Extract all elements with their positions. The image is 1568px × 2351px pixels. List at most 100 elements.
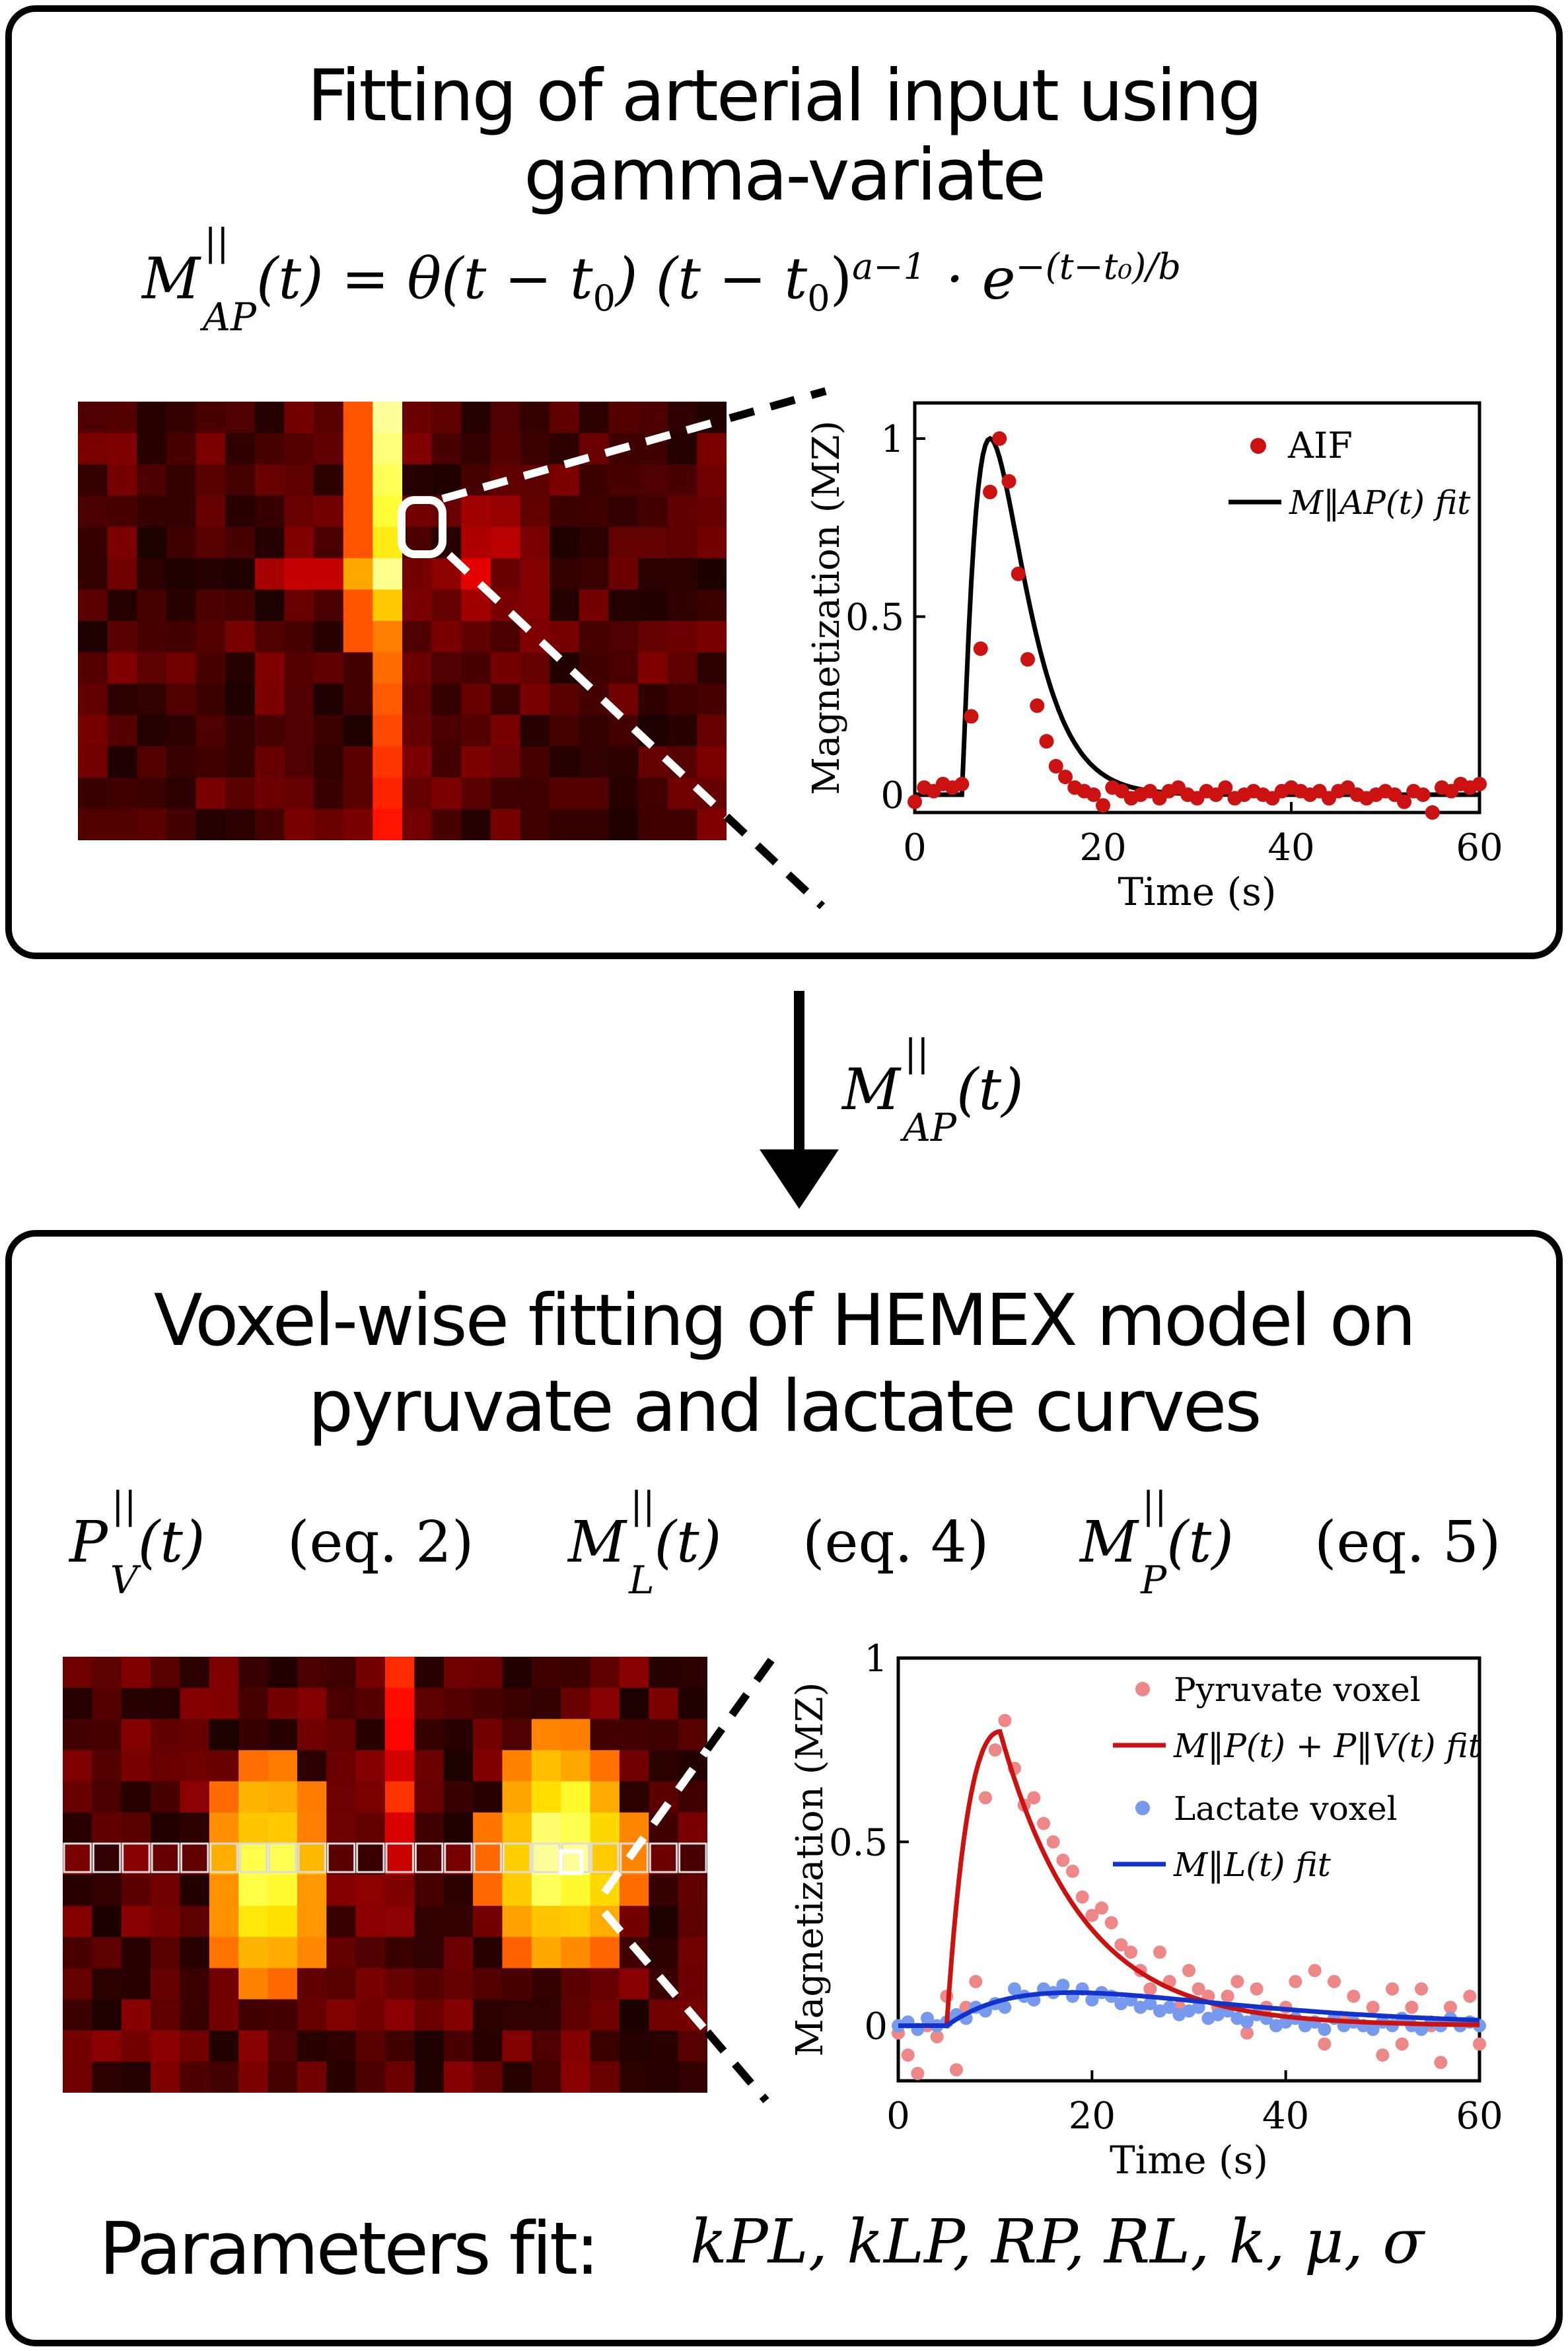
x-axis-label: Time (s) bbox=[1118, 869, 1276, 914]
heatmap-voxel bbox=[355, 2061, 386, 2093]
heatmap-voxel bbox=[78, 809, 108, 840]
heatmap-voxel bbox=[473, 1657, 503, 1688]
heatmap-voxel bbox=[638, 526, 668, 559]
heatmap-voxel bbox=[63, 1781, 92, 1813]
heatmap-voxel bbox=[414, 1906, 445, 1937]
heatmap-voxel bbox=[92, 1999, 122, 2031]
heatmap-voxel bbox=[502, 1937, 532, 1969]
heatmap-voxel bbox=[107, 402, 137, 433]
heatmap-voxel bbox=[561, 1906, 591, 1937]
pyruvate-point bbox=[1386, 1982, 1399, 1996]
heatmap-voxel bbox=[561, 1750, 591, 1782]
heatmap-voxel bbox=[431, 464, 462, 496]
aif-point bbox=[954, 776, 970, 791]
heatmap-voxel bbox=[137, 683, 167, 715]
heatmap-voxel bbox=[697, 558, 727, 591]
heatmap-voxel bbox=[78, 621, 108, 653]
heatmap-voxel bbox=[238, 1906, 269, 1937]
heatmap-voxel bbox=[238, 1968, 269, 2000]
eq-rhs: (t) = θ(t − t bbox=[256, 246, 593, 312]
heatmap-voxel bbox=[297, 1937, 327, 1969]
heatmap-voxel bbox=[180, 1875, 210, 1906]
heatmap-voxel bbox=[355, 1719, 386, 1751]
heatmap-voxel bbox=[166, 621, 197, 653]
heatmap-voxel bbox=[490, 464, 521, 496]
pyruvate-point bbox=[969, 1974, 983, 1988]
voxel-grid-cell bbox=[356, 1842, 385, 1873]
heatmap-voxel bbox=[63, 2061, 92, 2093]
heatmap-voxel bbox=[121, 1781, 151, 1813]
aif-point bbox=[1001, 474, 1016, 489]
heatmap-voxel bbox=[284, 778, 314, 810]
heatmap-voxel bbox=[697, 683, 727, 715]
pyruvate-point bbox=[1250, 1982, 1264, 1996]
heatmap-voxel bbox=[314, 778, 344, 810]
params-list: kPL, kLP, RP, RL, k, μ, σ bbox=[690, 2206, 1425, 2277]
heatmap-voxel bbox=[490, 683, 521, 715]
heatmap-voxel bbox=[550, 778, 580, 810]
heatmap-voxel bbox=[343, 433, 373, 465]
heatmap-voxel bbox=[209, 2061, 239, 2093]
heatmap-voxel bbox=[550, 526, 580, 559]
pyruvate-point bbox=[1240, 2026, 1254, 2040]
heatmap-voxel bbox=[63, 1843, 92, 1875]
heatmap-voxel bbox=[431, 652, 462, 684]
heatmap-voxel bbox=[608, 558, 639, 591]
heatmap-voxel bbox=[619, 1968, 649, 2000]
heatmap-voxel bbox=[107, 558, 137, 591]
heatmap-voxel bbox=[461, 558, 491, 591]
heatmap-voxel bbox=[473, 1719, 503, 1751]
heatmap-voxel bbox=[254, 715, 285, 747]
heatmap-voxel bbox=[238, 1937, 269, 1969]
heatmap-voxel bbox=[238, 1875, 269, 1906]
heatmap-voxel bbox=[151, 1999, 180, 2031]
pyruvate-point bbox=[1434, 2056, 1448, 2070]
bottom-title-line2: pyruvate and lactate curves bbox=[308, 1365, 1262, 1448]
heatmap-voxel bbox=[78, 589, 108, 622]
heatmap-voxel bbox=[531, 1968, 561, 2000]
heatmap-voxel bbox=[166, 715, 197, 747]
flow-arrow bbox=[760, 991, 839, 1209]
heatmap-voxel bbox=[590, 1750, 620, 1782]
heatmap-voxel bbox=[326, 1719, 357, 1751]
heatmap-voxel bbox=[531, 1719, 561, 1751]
heatmap-voxel bbox=[531, 2030, 561, 2062]
heatmap-voxel bbox=[402, 558, 433, 591]
heatmap-voxel bbox=[78, 652, 108, 684]
heatmap-voxel bbox=[196, 495, 226, 528]
heatmap-voxel bbox=[414, 1719, 445, 1751]
heatmap-voxel bbox=[490, 589, 521, 622]
heatmap-voxel bbox=[78, 433, 108, 465]
heatmap-voxel bbox=[443, 1750, 474, 1782]
heatmap-voxel bbox=[414, 1781, 445, 1813]
heatmap-voxel bbox=[196, 464, 226, 496]
legend-pyruvate-label: Pyruvate voxel bbox=[1174, 1671, 1421, 1709]
heatmap-voxel bbox=[284, 621, 314, 653]
heatmap-voxel bbox=[678, 2030, 707, 2062]
heatmap-voxel bbox=[196, 809, 226, 840]
heatmap-voxel bbox=[238, 1657, 269, 1688]
heatmap-voxel bbox=[431, 495, 462, 528]
heatmap-voxel bbox=[373, 715, 403, 747]
model-mp-sub: P bbox=[1141, 1558, 1167, 1603]
heatmap-voxel bbox=[579, 495, 609, 528]
heatmap-voxel bbox=[63, 1657, 92, 1688]
heatmap-voxel bbox=[531, 2061, 561, 2093]
heatmap-voxel bbox=[385, 2030, 415, 2062]
voxel-grid-cell bbox=[326, 1842, 356, 1873]
heatmap-voxel bbox=[63, 1719, 92, 1751]
y-tick-label: 0.5 bbox=[829, 1821, 888, 1864]
heatmap-voxel bbox=[385, 1812, 415, 1844]
heatmap-voxel bbox=[196, 526, 226, 559]
heatmap-voxel bbox=[667, 495, 697, 528]
heatmap-voxel bbox=[267, 2030, 298, 2062]
heatmap-voxel bbox=[579, 715, 609, 747]
lactate-point bbox=[1318, 2023, 1332, 2037]
heatmap-voxel bbox=[531, 1999, 561, 2031]
params-label: Parameters fit: bbox=[99, 2206, 600, 2291]
heatmap-voxel bbox=[590, 1657, 620, 1688]
pyruvate-point bbox=[1318, 2037, 1332, 2051]
heatmap-voxel bbox=[678, 1906, 707, 1937]
heatmap-voxel bbox=[619, 1750, 649, 1782]
aif-point bbox=[1058, 770, 1073, 785]
